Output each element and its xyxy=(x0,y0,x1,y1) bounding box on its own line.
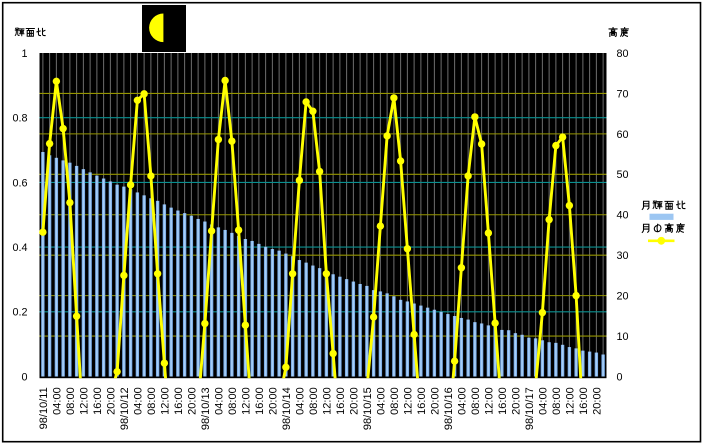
svg-text:0: 0 xyxy=(21,371,27,383)
svg-text:08:00: 08:00 xyxy=(65,387,77,415)
svg-text:98/10/11: 98/10/11 xyxy=(38,387,50,429)
svg-text:08:00: 08:00 xyxy=(551,387,563,415)
svg-text:04:00: 04:00 xyxy=(375,387,387,415)
svg-text:12:00: 12:00 xyxy=(321,387,333,415)
svg-text:20:00: 20:00 xyxy=(105,387,117,415)
svg-text:98/10/15: 98/10/15 xyxy=(362,387,374,430)
svg-text:20:00: 20:00 xyxy=(267,387,279,415)
svg-text:12:00: 12:00 xyxy=(402,387,414,415)
svg-text:20:00: 20:00 xyxy=(591,387,603,415)
svg-text:50: 50 xyxy=(617,169,629,181)
svg-text:30: 30 xyxy=(617,250,629,262)
svg-text:0.6: 0.6 xyxy=(12,177,27,189)
svg-text:10: 10 xyxy=(617,331,629,343)
svg-text:04:00: 04:00 xyxy=(537,387,549,415)
svg-text:12:00: 12:00 xyxy=(564,387,576,415)
svg-text:08:00: 08:00 xyxy=(227,387,239,415)
svg-text:0.4: 0.4 xyxy=(12,242,27,254)
svg-text:04:00: 04:00 xyxy=(213,387,225,415)
svg-text:98/10/16: 98/10/16 xyxy=(443,387,455,430)
svg-text:20:00: 20:00 xyxy=(429,387,441,415)
svg-text:04:00: 04:00 xyxy=(132,387,144,415)
svg-text:12:00: 12:00 xyxy=(240,387,252,415)
svg-text:70: 70 xyxy=(617,88,629,100)
svg-text:16:00: 16:00 xyxy=(416,387,428,415)
svg-text:60: 60 xyxy=(617,129,629,141)
svg-text:16:00: 16:00 xyxy=(335,387,347,415)
svg-text:16:00: 16:00 xyxy=(578,387,590,415)
svg-text:1: 1 xyxy=(21,48,27,60)
svg-text:98/10/12: 98/10/12 xyxy=(119,387,131,430)
svg-text:20:00: 20:00 xyxy=(510,387,522,415)
svg-text:08:00: 08:00 xyxy=(146,387,158,415)
svg-text:20: 20 xyxy=(617,291,629,303)
svg-text:12:00: 12:00 xyxy=(78,387,90,415)
svg-text:04:00: 04:00 xyxy=(456,387,468,415)
svg-text:04:00: 04:00 xyxy=(51,387,63,415)
svg-text:80: 80 xyxy=(617,48,629,60)
svg-text:40: 40 xyxy=(617,210,629,222)
svg-text:16:00: 16:00 xyxy=(497,387,509,415)
svg-text:0.8: 0.8 xyxy=(12,113,27,125)
svg-text:12:00: 12:00 xyxy=(159,387,171,415)
svg-text:08:00: 08:00 xyxy=(308,387,320,415)
svg-text:98/10/17: 98/10/17 xyxy=(524,387,536,430)
svg-text:16:00: 16:00 xyxy=(254,387,266,415)
svg-text:16:00: 16:00 xyxy=(92,387,104,415)
svg-text:0: 0 xyxy=(617,371,623,383)
svg-text:20:00: 20:00 xyxy=(348,387,360,415)
svg-text:20:00: 20:00 xyxy=(186,387,198,415)
svg-text:98/10/14: 98/10/14 xyxy=(281,387,293,430)
svg-text:08:00: 08:00 xyxy=(389,387,401,415)
svg-text:98/10/13: 98/10/13 xyxy=(200,387,212,430)
svg-text:12:00: 12:00 xyxy=(483,387,495,415)
svg-text:16:00: 16:00 xyxy=(173,387,185,415)
svg-text:04:00: 04:00 xyxy=(294,387,306,415)
svg-text:08:00: 08:00 xyxy=(470,387,482,415)
svg-text:0.2: 0.2 xyxy=(12,307,27,319)
